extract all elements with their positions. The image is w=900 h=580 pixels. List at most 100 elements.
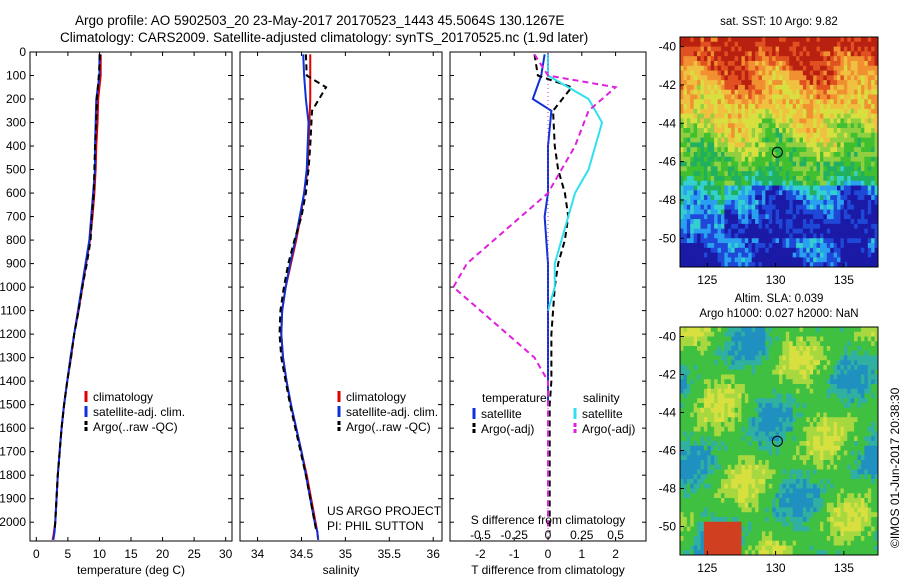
- map-cell: [768, 209, 773, 215]
- map-cell: [867, 393, 872, 399]
- map-cell: [717, 379, 722, 385]
- map-cell: [837, 355, 841, 361]
- map-cell: [755, 94, 760, 100]
- map-cell: [748, 474, 753, 480]
- map-cell: [789, 175, 794, 182]
- map-cell: [707, 199, 712, 206]
- map-cell: [683, 393, 688, 399]
- map-cell: [789, 132, 794, 139]
- map-cell: [796, 219, 800, 225]
- map-cell: [843, 223, 848, 230]
- map-cell: [802, 238, 807, 244]
- map-cell: [809, 89, 814, 95]
- map-cell: [768, 252, 773, 258]
- map-cell: [816, 407, 821, 413]
- map-cell: [823, 152, 828, 158]
- map-cell: [748, 398, 753, 404]
- map-cell: [819, 374, 824, 380]
- map-cell: [847, 46, 852, 52]
- map-cell: [734, 455, 739, 461]
- map-cell: [871, 374, 876, 380]
- map-cell: [734, 243, 739, 249]
- series-line-argo-raw-qc-: [278, 54, 328, 532]
- map-cell: [823, 369, 828, 375]
- map-cell: [785, 171, 790, 177]
- map-cell: [765, 84, 770, 91]
- map-cell: [768, 161, 773, 167]
- map-cell: [796, 75, 800, 81]
- map-cell: [789, 56, 794, 62]
- map-cell: [768, 147, 773, 153]
- map-cell: [703, 369, 708, 375]
- map-cell: [731, 350, 736, 356]
- map-cell: [724, 199, 729, 206]
- map-cell: [731, 393, 736, 399]
- map-cell: [874, 233, 878, 239]
- map-cell: [772, 204, 777, 210]
- map-cell: [734, 341, 739, 347]
- map-cell: [871, 142, 876, 148]
- map-cell: [683, 113, 688, 119]
- map-cell: [864, 219, 869, 225]
- map-cell: [714, 152, 719, 158]
- map-cell: [744, 374, 749, 380]
- map-cell: [738, 233, 742, 239]
- map-cell: [755, 460, 760, 466]
- map-cell: [772, 247, 777, 254]
- map-cell: [833, 204, 838, 210]
- map-cell: [734, 209, 739, 215]
- map-cell: [833, 426, 838, 432]
- map-cell: [833, 252, 838, 258]
- map-cell: [874, 346, 878, 352]
- map-cell: [843, 469, 848, 475]
- map-cell: [693, 80, 698, 86]
- map-cell: [714, 132, 719, 139]
- map-cell: [806, 113, 811, 119]
- map-cell: [714, 262, 719, 267]
- map-cell: [707, 161, 712, 167]
- map-cell: [847, 41, 852, 48]
- map-cell: [697, 223, 701, 230]
- map-cell: [758, 171, 763, 177]
- map-cell: [867, 60, 872, 67]
- map-cell: [758, 450, 763, 456]
- map-cell: [823, 247, 828, 254]
- map-cell: [823, 128, 828, 134]
- map-cell: [683, 132, 688, 139]
- map-cell: [826, 407, 831, 413]
- map-cell: [816, 426, 821, 432]
- map-cell: [680, 147, 684, 153]
- map-cell: [680, 464, 684, 470]
- map-cell: [690, 60, 695, 67]
- map-cell: [741, 479, 746, 485]
- map-cell: [843, 219, 848, 225]
- map-cell: [714, 407, 719, 413]
- map-cell: [847, 374, 852, 380]
- map-cell: [837, 209, 841, 215]
- map-cell: [785, 460, 790, 466]
- map-cell: [714, 243, 719, 249]
- map-cell: [837, 185, 841, 191]
- map-cell: [775, 445, 780, 451]
- map-cell: [697, 142, 701, 148]
- map-cell: [857, 474, 862, 480]
- map-cell: [826, 65, 831, 72]
- map-cell: [860, 185, 865, 191]
- map-cell: [720, 445, 725, 451]
- map-cell: [693, 341, 698, 347]
- map-cell: [796, 412, 800, 418]
- map-cell: [758, 123, 763, 129]
- map-cell: [874, 441, 878, 447]
- map-cell: [703, 65, 708, 72]
- map-cell: [850, 190, 855, 196]
- map-cell: [738, 99, 742, 105]
- map-cell: [686, 247, 691, 254]
- map-cell: [816, 365, 821, 371]
- map-cell: [703, 209, 708, 215]
- map-cell: [680, 41, 684, 48]
- map-cell: [809, 365, 814, 371]
- map-cell: [779, 455, 783, 461]
- map-cell: [710, 37, 715, 43]
- map-cell: [710, 175, 715, 182]
- map-cell: [693, 228, 698, 234]
